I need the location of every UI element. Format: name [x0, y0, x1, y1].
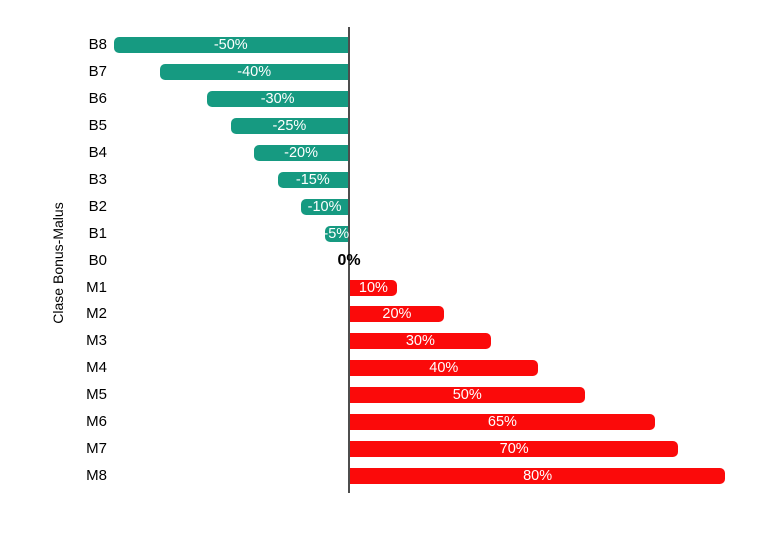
bar-value-label-b4: -20% — [284, 145, 319, 161]
bar-value-label-m7: 70% — [499, 440, 529, 457]
bar-m1: 10% — [350, 279, 397, 296]
bar-value-label-m1: 10% — [358, 279, 388, 296]
bar-value-label-b3: -15% — [295, 171, 330, 188]
category-label-m6: M6 — [86, 413, 107, 430]
category-label-m8: M8 — [86, 466, 107, 484]
bar-value-label-b2: -10% — [307, 198, 342, 215]
bar-value-label-b6: -30% — [260, 91, 295, 108]
category-label-m3: M3 — [86, 332, 107, 350]
bar-m5: 50% — [350, 387, 585, 404]
bar-m6: 65% — [350, 414, 655, 430]
bar-value-label-b7: -40% — [237, 64, 272, 81]
category-label-b6: B6 — [88, 90, 107, 108]
bar-m2: 20% — [350, 306, 444, 323]
bar-m3: 30% — [350, 333, 491, 350]
category-label-b8: B8 — [88, 36, 107, 54]
bar-b2: -10% — [301, 198, 348, 215]
category-label-b3: B3 — [88, 170, 107, 188]
bar-b4: -20% — [254, 145, 348, 161]
category-label-b0: B0 — [88, 251, 107, 269]
category-label-m5: M5 — [86, 386, 107, 404]
category-label-m2: M2 — [86, 305, 107, 323]
category-label-b7: B7 — [88, 63, 107, 81]
category-label-m7: M7 — [86, 439, 107, 457]
category-label-m4: M4 — [86, 359, 107, 377]
bar-value-label-m5: 50% — [452, 387, 482, 404]
category-label-m1: M1 — [86, 278, 107, 296]
bar-b5: -25% — [230, 118, 348, 135]
bar-value-label-m6: 65% — [487, 414, 517, 430]
zero-value-label: 0% — [337, 251, 361, 269]
bar-value-label-m8: 80% — [523, 467, 553, 484]
bar-m8: 80% — [350, 467, 726, 484]
zero-axis-line — [348, 27, 350, 493]
category-label-b2: B2 — [88, 197, 107, 215]
bar-value-label-m3: 30% — [405, 333, 435, 350]
bar-b6: -30% — [207, 91, 348, 108]
bar-m7: 70% — [350, 440, 679, 457]
bar-b1: -5% — [323, 225, 350, 242]
bar-value-label-m4: 40% — [429, 360, 459, 377]
bar-value-label-b5: -25% — [272, 118, 307, 135]
bar-value-label-m2: 20% — [382, 306, 412, 323]
bar-b3: -15% — [277, 171, 348, 188]
bar-m4: 40% — [350, 360, 538, 377]
category-label-b5: B5 — [88, 117, 107, 135]
bar-b7: -40% — [160, 64, 348, 81]
category-label-b4: B4 — [88, 144, 107, 161]
bar-value-label-b8: -50% — [213, 37, 248, 54]
bar-b8: -50% — [113, 37, 348, 54]
bar-value-label-b1: -5% — [323, 225, 350, 242]
category-label-b1: B1 — [88, 224, 107, 242]
